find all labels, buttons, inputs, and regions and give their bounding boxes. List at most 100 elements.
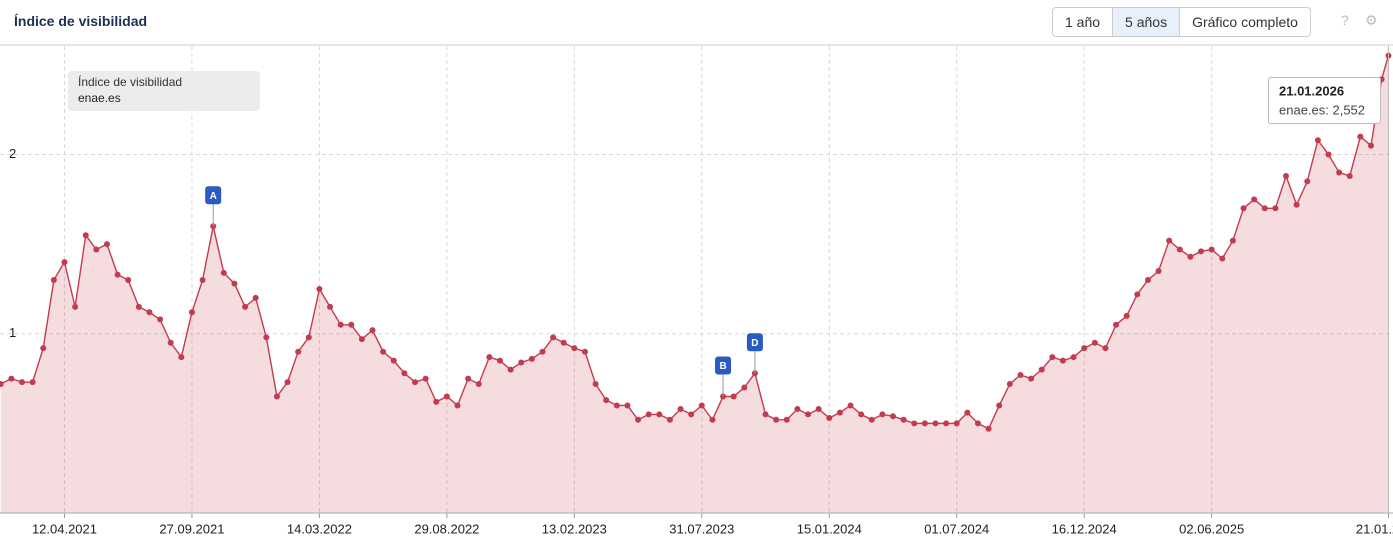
data-point: [1229, 237, 1236, 244]
data-point: [1070, 354, 1077, 361]
x-tick-label: 16.12.2024: [1052, 521, 1117, 536]
header: Índice de visibilidad 1 año 5 años Gráfi…: [0, 0, 1393, 45]
data-point: [677, 406, 684, 413]
data-point: [369, 327, 376, 334]
data-point: [528, 355, 535, 362]
data-point: [1198, 248, 1205, 255]
data-point: [1346, 173, 1353, 180]
data-point: [1091, 339, 1098, 346]
data-point: [624, 402, 631, 409]
data-point: [1123, 312, 1130, 319]
data-point: [858, 411, 865, 418]
x-tick-label: 14.03.2022: [287, 521, 352, 536]
data-point: [103, 241, 110, 248]
data-point: [645, 411, 652, 418]
data-point: [486, 354, 493, 361]
data-point: [1134, 291, 1141, 298]
data-point: [348, 321, 355, 328]
data-point: [231, 280, 238, 287]
data-point: [635, 416, 642, 423]
range-button[interactable]: Gráfico completo: [1179, 8, 1310, 36]
data-point: [836, 409, 843, 416]
tooltip-box: [1268, 77, 1381, 124]
data-point: [762, 411, 769, 418]
tooltip-title: 21.01.2026: [1279, 83, 1344, 98]
data-point: [1219, 255, 1226, 262]
data-point: [358, 336, 365, 343]
data-point: [135, 303, 142, 310]
range-button[interactable]: 1 año: [1065, 14, 1101, 30]
data-point: [1325, 151, 1332, 158]
data-point: [741, 384, 748, 391]
legend-box: [68, 71, 260, 111]
data-point: [794, 406, 801, 413]
data-point: [422, 375, 429, 382]
data-point: [826, 415, 833, 422]
data-point: [263, 334, 270, 341]
help-icon[interactable]: ?: [1341, 12, 1349, 28]
data-point: [443, 393, 450, 400]
x-tick-label: 15.01.2024: [797, 521, 862, 536]
data-point: [284, 379, 291, 386]
data-point: [815, 406, 822, 413]
data-point: [507, 366, 514, 373]
legend-title: Índice de visibilidad: [78, 74, 182, 89]
data-point: [327, 303, 334, 310]
data-point: [1336, 169, 1343, 176]
data-point: [1314, 137, 1321, 144]
data-point: [1006, 380, 1013, 387]
data-point: [61, 259, 68, 266]
data-point: [1081, 345, 1088, 352]
data-point: [1028, 375, 1035, 382]
data-point: [1208, 246, 1215, 253]
data-point: [50, 277, 57, 283]
data-point: [730, 393, 737, 400]
x-tick-label: 01.07.2024: [924, 521, 989, 536]
data-point: [592, 380, 599, 387]
plot: 1 2 12.04.2021 27.09.2021 14.03.2022 29.08.20…: [0, 45, 1393, 536]
data-point: [475, 380, 482, 387]
data-point: [401, 370, 408, 377]
data-point: [666, 416, 673, 423]
data-point: [0, 380, 4, 387]
annotation-flag: [205, 186, 222, 205]
tooltip-text: enae.es: 2,552: [1279, 102, 1365, 117]
x-tick-label: 21.01.2026: [1356, 521, 1393, 536]
data-point: [412, 379, 419, 386]
data-point: [773, 416, 780, 423]
data-point: [868, 416, 875, 423]
data-point: [656, 411, 663, 418]
data-point: [188, 309, 195, 316]
data-point: [1113, 321, 1120, 328]
range-button[interactable]: 5 años: [1112, 8, 1180, 36]
data-point: [1059, 357, 1066, 364]
y-tick-label: 2: [9, 146, 16, 161]
data-point: [337, 321, 344, 328]
range-buttons: 1 año 5 años Gráfico completo: [1052, 7, 1311, 37]
series-area: [0, 55, 1389, 513]
annotation-label: A: [210, 191, 217, 202]
data-point: [943, 420, 950, 427]
x-tick-label: 12.04.2021: [32, 521, 97, 536]
data-point: [146, 309, 153, 316]
settings-icon[interactable]: ⚙: [1365, 12, 1378, 28]
data-point: [1166, 237, 1173, 244]
data-point: [465, 375, 472, 382]
data-point: [72, 303, 79, 310]
data-point: [1283, 173, 1290, 180]
data-point: [316, 285, 323, 292]
data-point: [560, 339, 567, 346]
data-point: [1293, 201, 1300, 208]
data-point: [921, 420, 928, 427]
data-point: [550, 334, 557, 341]
data-point: [783, 416, 790, 423]
x-tick-label: 13.02.2023: [542, 521, 607, 536]
data-point: [1187, 253, 1194, 260]
data-point: [539, 348, 546, 355]
data-point: [974, 420, 981, 427]
data-point: [1272, 205, 1279, 212]
x-tick-label: 27.09.2021: [159, 521, 224, 536]
legend-entry: enae.es: [78, 91, 121, 105]
page-title: Índice de visibilidad: [14, 13, 148, 29]
